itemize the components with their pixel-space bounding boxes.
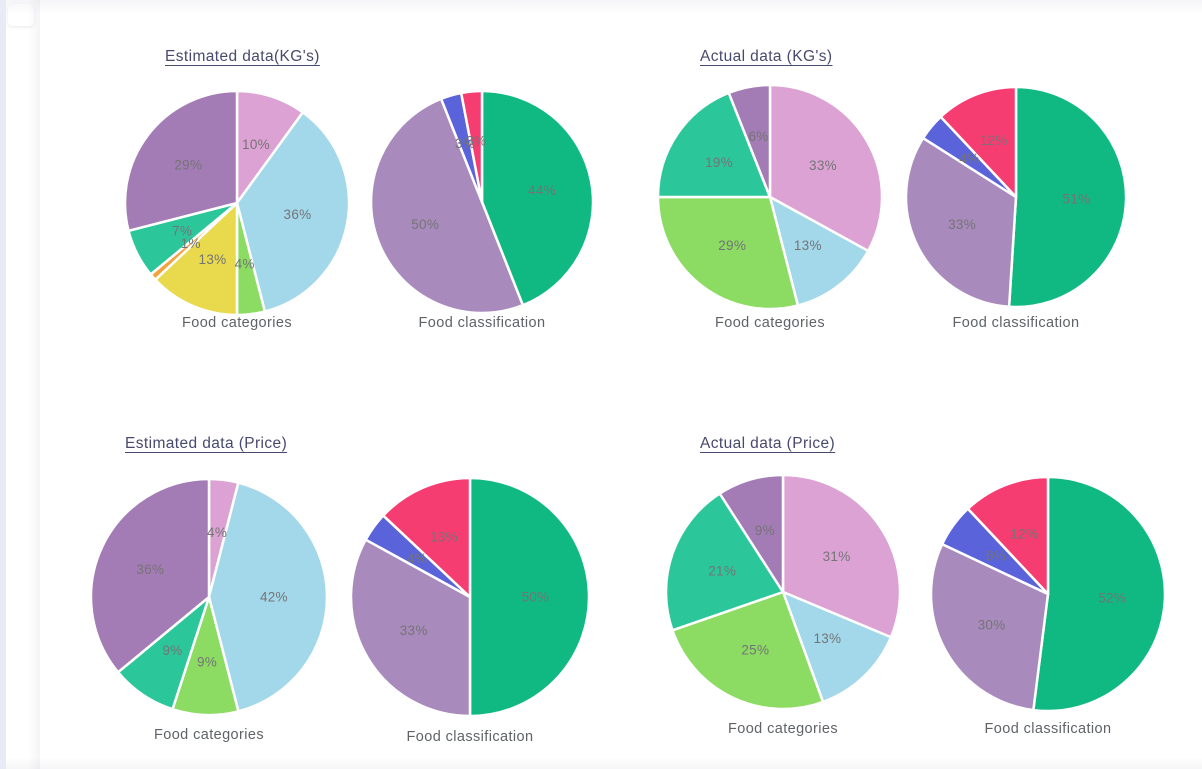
pie-chart-food-classification: 51% 33% 4%12%	[904, 85, 1128, 309]
section-title: Actual data (KG's)	[700, 48, 833, 65]
pie-slice	[154, 201, 239, 317]
left-scroll-rail	[0, 0, 6, 769]
pie-chart-food-categories: 33% 13% 29% 19% 6%	[656, 83, 884, 311]
pie-slice-label: 7%	[172, 224, 192, 239]
pie-caption-food-classification: Food classification	[418, 315, 546, 331]
pie-slice-label: 6%	[986, 549, 1006, 564]
pie-slice	[1007, 85, 1128, 309]
pie-slice-label: 33%	[400, 623, 428, 638]
left-scroll-thumb[interactable]	[8, 4, 34, 26]
pie-slice	[656, 195, 800, 311]
pie-slice	[727, 83, 772, 199]
panel-left-shadow	[28, 0, 40, 769]
pie-slice-label: 44%	[528, 183, 556, 198]
pie-slice-label: 31%	[823, 549, 851, 564]
pie-slice-label: 25%	[741, 643, 769, 658]
pie-slice-label: 3%	[455, 136, 475, 151]
pie-slice	[235, 111, 351, 313]
pie-caption-food-categories: Food categories	[154, 727, 264, 743]
pie-slice-label: 10%	[242, 137, 270, 152]
pie-slice	[671, 590, 825, 711]
pie-caption-food-classification: Food classification	[406, 729, 534, 745]
pie-slice-label: 12%	[980, 133, 1008, 148]
pie-slice	[459, 89, 484, 204]
pie-slice-label: 9%	[162, 643, 182, 658]
pie-slice-label: 4%	[959, 151, 979, 166]
pie-slice	[480, 89, 595, 307]
pie-slice-label: 29%	[174, 158, 202, 173]
pie-slice-label: 4%	[407, 551, 427, 566]
pie-slice	[768, 83, 884, 253]
pie-slice-label: 4%	[235, 257, 255, 272]
pie-slice-label: 6%	[748, 129, 768, 144]
pie-caption-food-classification: Food classification	[952, 315, 1080, 331]
pie-slice-label: 9%	[755, 523, 775, 538]
pie-slice-label: 21%	[708, 564, 736, 579]
section-title: Estimated data (Price)	[125, 435, 288, 452]
pie-caption-food-categories: Food categories	[728, 721, 838, 737]
pie-slice	[382, 476, 472, 599]
pie-slice-label: 4%	[207, 525, 227, 540]
pie-slice	[123, 89, 239, 233]
pie-slice-label: 42%	[260, 590, 288, 605]
pie-slice-label: 52%	[1098, 591, 1126, 606]
pie-chart-food-classification: 44% 50% 3%3%	[369, 89, 595, 315]
pie-slice-label: 51%	[1063, 191, 1091, 206]
pie-chart-food-categories: 31% 13% 25% 21% 9%	[664, 473, 902, 711]
pie-slice	[664, 492, 785, 632]
pie-slice-label: 33%	[809, 158, 837, 173]
pie-slice	[939, 85, 1018, 199]
pie-slice-label: 13%	[199, 252, 227, 267]
section-title: Actual data (Price)	[700, 435, 836, 452]
pie-slice	[768, 195, 870, 307]
pie-slice	[468, 476, 591, 718]
pie-slice-label: 13%	[430, 529, 458, 544]
pie-slice-label: 30%	[978, 618, 1006, 633]
pie-chart-food-categories: 4% 42% 9% 9% 36%	[89, 477, 329, 717]
pie-slice-label: 36%	[284, 207, 312, 222]
pie-slice-label: 19%	[705, 155, 733, 170]
pie-slice	[369, 97, 525, 315]
pie-slice-label: 13%	[813, 631, 841, 646]
pie-slice-label: 50%	[521, 590, 549, 605]
pie-slice	[718, 473, 785, 594]
pie-chart-food-classification: 52% 30% 6% 12%	[929, 475, 1167, 713]
pie-caption-food-categories: Food categories	[182, 315, 292, 331]
pie-slice-label: 12%	[1010, 527, 1038, 542]
pie-slice-label: 33%	[948, 217, 976, 232]
section-title: Estimated data(KG's)	[165, 48, 320, 65]
pie-chart-food-classification: 50% 33% 4%13%	[349, 476, 591, 718]
pie-slice-label: 3%	[466, 134, 486, 149]
pie-caption-food-categories: Food categories	[715, 315, 825, 331]
pie-slice	[349, 538, 472, 718]
pie-slice-label: 1%	[181, 236, 201, 251]
pie-slice	[781, 473, 902, 639]
pie-chart-food-categories: 10% 36% 4% 13%1%7% 29%	[123, 89, 351, 317]
pie-slice	[781, 590, 893, 704]
pie-slice-label: 50%	[411, 217, 439, 232]
pie-slice-label: 13%	[794, 238, 822, 253]
panel-top-shadow	[6, 0, 1202, 15]
pie-slice	[656, 91, 772, 199]
pie-slice-label: 36%	[136, 562, 164, 577]
pie-slice-label: 29%	[718, 238, 746, 253]
pie-slice	[929, 542, 1050, 712]
pie-slice	[207, 481, 329, 713]
pie-slice-label: 9%	[197, 654, 217, 669]
pie-slice	[966, 475, 1050, 596]
panel-bottom-shadow	[6, 757, 1202, 769]
pie-caption-food-classification: Food classification	[984, 721, 1112, 737]
pie-slice	[1032, 475, 1167, 713]
pie-slice	[89, 477, 211, 674]
